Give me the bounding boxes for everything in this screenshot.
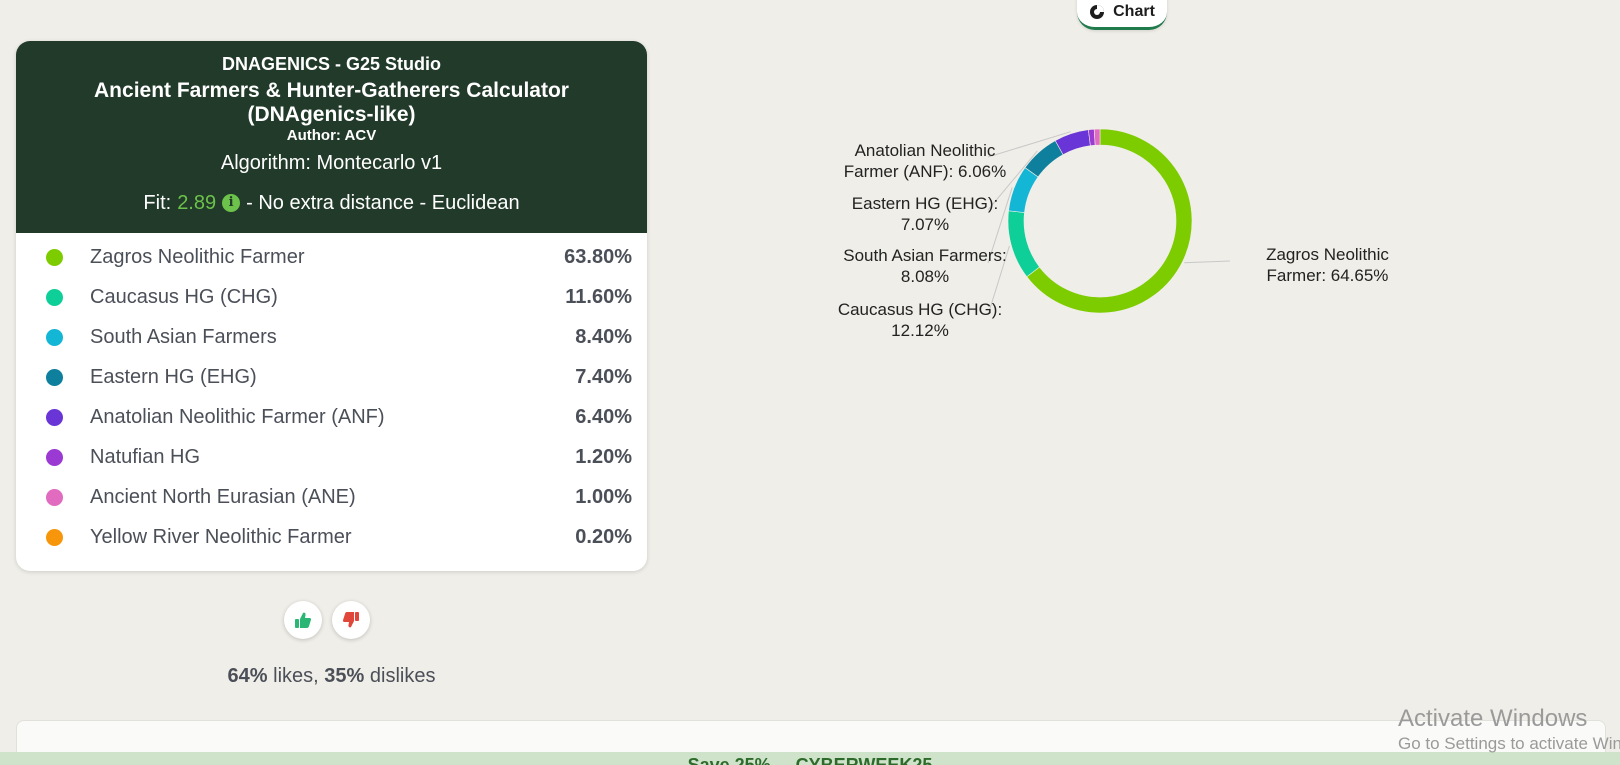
- result-card: DNAGENICS - G25 Studio Ancient Farmers &…: [16, 41, 647, 571]
- population-row: Ancient North Eurasian (ANE) 1.00%: [16, 477, 647, 517]
- chart-tab-button[interactable]: Chart: [1077, 0, 1167, 30]
- population-label: South Asian Farmers: [90, 325, 277, 348]
- slice-label-chg: Caucasus HG (CHG): 12.12%: [837, 300, 1003, 340]
- population-percent: 63.80%: [564, 245, 632, 268]
- population-row: Anatolian Neolithic Farmer (ANF) 6.40%: [16, 397, 647, 437]
- donut-chart: Anatolian Neolithic Farmer (ANF): 6.06% …: [800, 120, 1440, 360]
- slice-label-south-asian: South Asian Farmers: 8.08%: [843, 246, 1007, 286]
- population-list: Zagros Neolithic Farmer 63.80% Caucasus H…: [16, 233, 647, 557]
- population-label: Anatolian Neolithic Farmer (ANF): [90, 405, 385, 428]
- population-label: Eastern HG (EHG): [90, 365, 257, 388]
- population-row: Yellow River Neolithic Farmer 0.20%: [16, 517, 647, 557]
- calculator-title: Ancient Farmers & Hunter-Gatherers Calcu…: [94, 79, 569, 126]
- watermark-line-2: Go to Settings to activate Windows.: [1398, 734, 1620, 753]
- population-percent: 0.20%: [575, 525, 632, 548]
- likes-percent: 64%: [227, 665, 268, 687]
- like-button[interactable]: [284, 601, 322, 639]
- leader-line: [987, 131, 1071, 158]
- population-percent: 11.60%: [565, 285, 632, 308]
- fit-suffix: - No extra distance - Euclidean: [246, 192, 520, 214]
- donut-slice: [1026, 128, 1193, 314]
- color-dot: [46, 408, 63, 426]
- color-dot: [46, 528, 63, 546]
- fit-value: 2.89: [177, 192, 217, 214]
- color-dot: [46, 248, 63, 266]
- population-percent: 6.40%: [575, 405, 632, 428]
- color-dot: [46, 488, 63, 506]
- fit-label: Fit:: [143, 192, 172, 214]
- dislikes-percent: 35%: [324, 665, 365, 687]
- leader-line: [1184, 260, 1231, 264]
- color-dot: [46, 448, 63, 466]
- color-dot: [46, 328, 63, 346]
- population-row: Zagros Neolithic Farmer 63.80%: [16, 237, 647, 277]
- population-label: Natufian HG: [90, 445, 201, 468]
- dislike-button[interactable]: [332, 601, 370, 639]
- color-dot: [46, 288, 63, 306]
- population-label: Zagros Neolithic Farmer: [90, 245, 305, 268]
- slice-label-ehg: Eastern HG (EHG): 7.07%: [851, 194, 999, 234]
- population-label: Yellow River Neolithic Farmer: [90, 525, 352, 548]
- population-row: Natufian HG 1.20%: [16, 437, 647, 477]
- likes-word: likes,: [273, 665, 319, 687]
- pie-chart-icon: [1090, 4, 1105, 19]
- population-percent: 1.20%: [575, 445, 632, 468]
- leader-line: [987, 150, 1038, 211]
- slice-label-zagros: Zagros Neolithic Farmer: 64.65%: [1266, 245, 1389, 285]
- brand-title: DNAGENICS - G25 Studio: [221, 54, 441, 74]
- population-row: South Asian Farmers 8.40%: [16, 317, 647, 357]
- fit-line: Fit: 2.89 i - No extra distance - Euclid…: [16, 191, 647, 215]
- thumbs-down-icon: [342, 612, 359, 628]
- promo-banner[interactable]: Save 25% ... CYBERWEEK25: [0, 752, 1620, 765]
- donut-slice: [1093, 128, 1101, 146]
- thumbs-up-icon: [295, 612, 312, 628]
- color-dot: [46, 368, 63, 386]
- dislikes-word: dislikes: [369, 665, 436, 687]
- info-icon[interactable]: i: [222, 194, 241, 212]
- donut-chart-svg: [987, 128, 1231, 316]
- vote-buttons: [284, 601, 370, 639]
- windows-activation-watermark: Activate Windows Go to Settings to activ…: [1398, 705, 1620, 755]
- population-row: Eastern HG (EHG) 7.40%: [16, 357, 647, 397]
- author-label: Author: ACV: [286, 127, 377, 144]
- likes-summary: 64% likes, 35% dislikes: [0, 665, 663, 688]
- result-card-header: DNAGENICS - G25 Studio Ancient Farmers &…: [16, 41, 647, 233]
- leader-line: [987, 245, 1010, 316]
- watermark-line-1: Activate Windows: [1398, 705, 1588, 732]
- slice-label-anf: Anatolian Neolithic Farmer (ANF): 6.06%: [843, 141, 1007, 181]
- leader-line: [987, 187, 1013, 264]
- population-percent: 1.00%: [575, 485, 632, 508]
- algorithm-label: Algorithm: Montecarlo v1: [220, 152, 443, 174]
- population-label: Caucasus HG (CHG): [90, 285, 278, 308]
- chart-tab-label: Chart: [1113, 2, 1155, 20]
- population-percent: 7.40%: [575, 365, 632, 388]
- population-row: Caucasus HG (CHG) 11.60%: [16, 277, 647, 317]
- population-label: Ancient North Eurasian (ANE): [90, 485, 356, 508]
- population-percent: 8.40%: [575, 325, 632, 348]
